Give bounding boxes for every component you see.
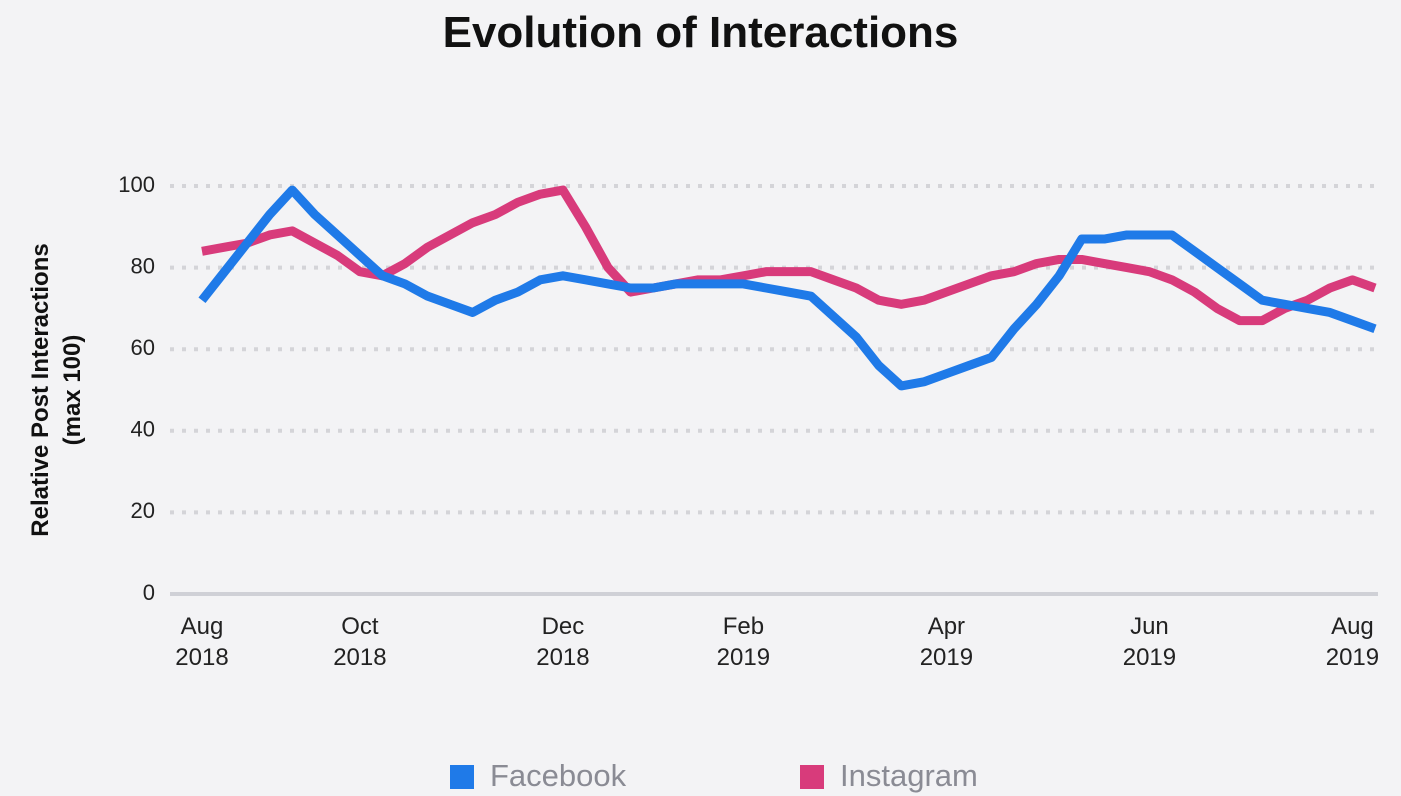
x-tick-label: Apr 2019 <box>919 613 974 671</box>
y-tick-label: 100 <box>118 172 155 197</box>
x-tick-label: Jun 2019 <box>1122 613 1177 671</box>
legend-label: Facebook <box>490 758 627 793</box>
x-tick-label: Aug 2019 <box>1325 613 1380 671</box>
line-series <box>201 185 1377 326</box>
legend-swatch <box>450 765 474 789</box>
legend-label: Instagram <box>840 758 978 793</box>
legend-swatch <box>800 765 824 789</box>
y-tick-label: 80 <box>131 253 155 278</box>
y-tick-label: 40 <box>131 417 155 442</box>
y-tick-label: 20 <box>131 498 155 523</box>
y-tick-label: 0 <box>143 580 155 605</box>
x-tick-label: Feb 2019 <box>716 613 771 671</box>
line-series <box>198 185 1377 391</box>
x-tick-label: Oct 2018 <box>333 613 387 671</box>
x-tick-label: Dec 2018 <box>536 613 590 671</box>
chart-title: Evolution of Interactions <box>442 8 959 57</box>
y-tick-label: 60 <box>131 335 155 360</box>
x-tick-label: Aug 2018 <box>175 613 229 671</box>
